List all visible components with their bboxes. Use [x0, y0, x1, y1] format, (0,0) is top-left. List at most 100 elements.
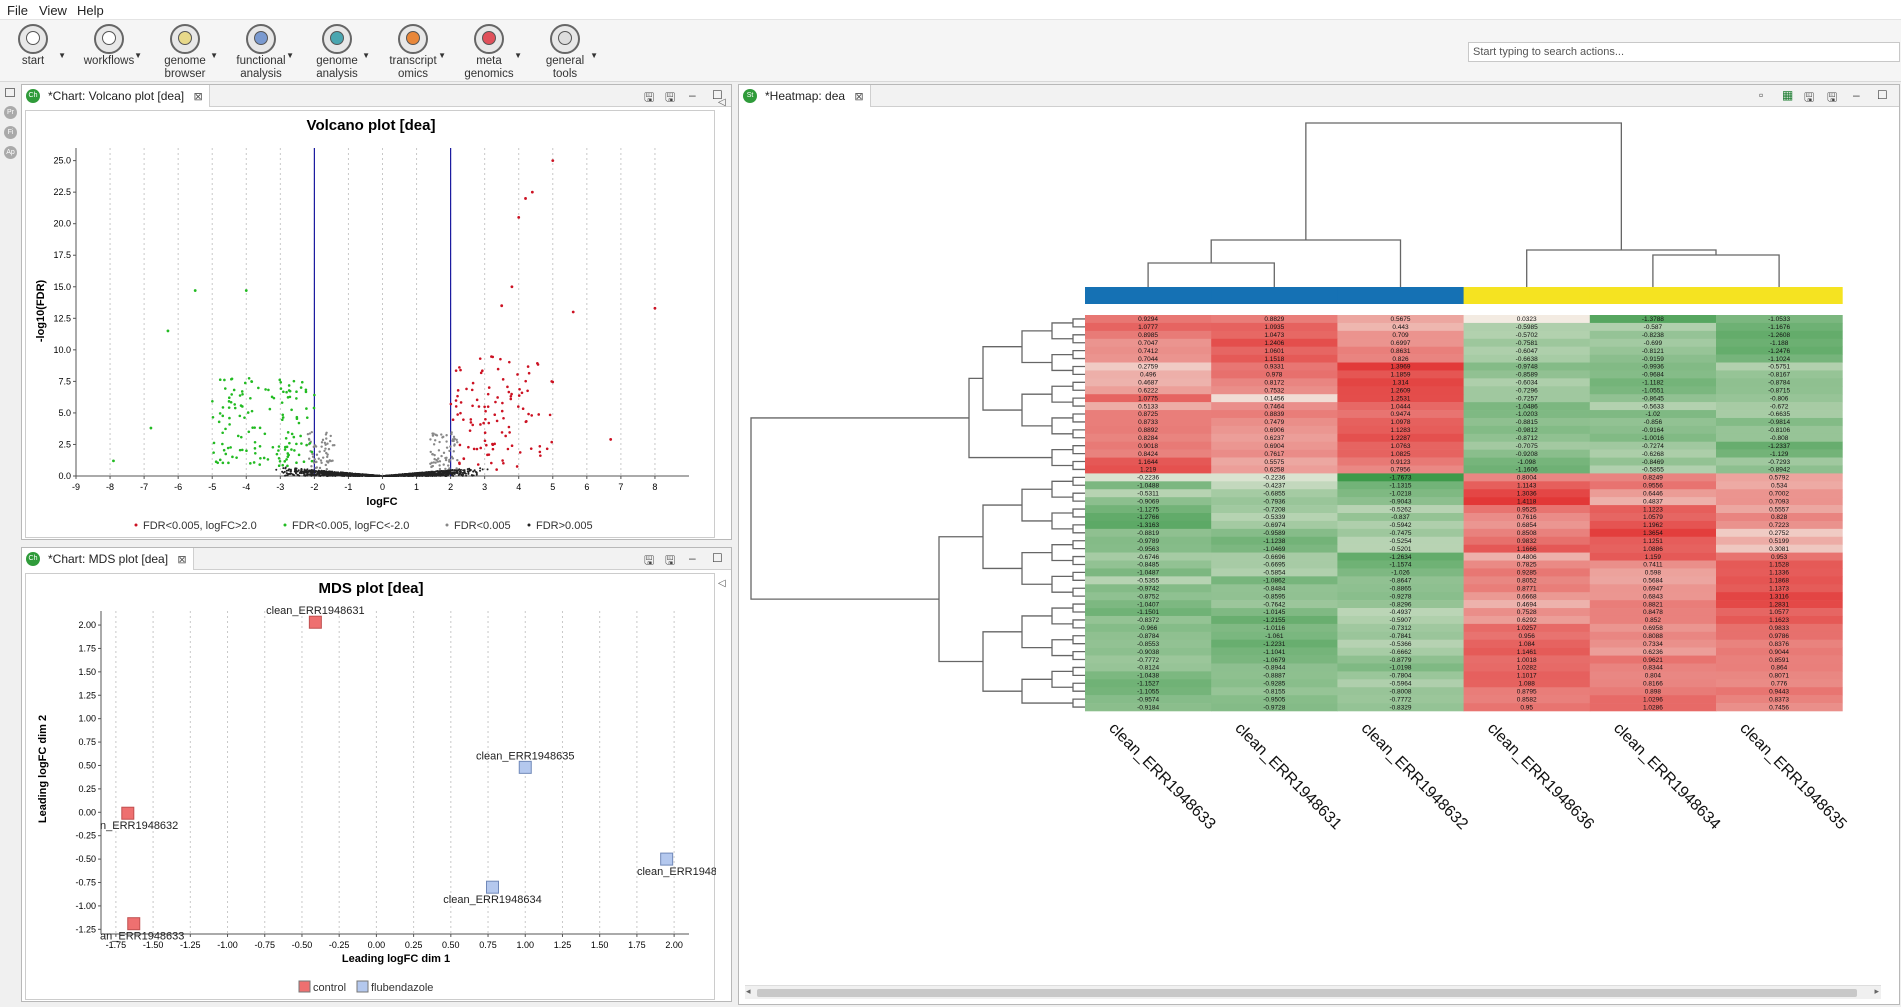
maximize-icon[interactable]: ☐ — [712, 88, 723, 102]
point-fdr-sig — [331, 459, 334, 462]
menu-file[interactable]: File — [7, 3, 28, 18]
save-icon[interactable]: 🖫 — [1804, 90, 1815, 104]
export-icon[interactable]: ▫ — [1759, 88, 1764, 102]
heatmap-cell — [1716, 671, 1843, 680]
close-icon[interactable]: ⊠ — [193, 91, 203, 103]
toolbar-workflows-button[interactable]: workflows ▼ — [76, 24, 142, 69]
collapse-icon[interactable]: ◁ — [718, 97, 726, 108]
tab-mds-plot[interactable]: Ch *Chart: MDS plot [dea] ⊠ — [22, 548, 194, 570]
menu-help[interactable]: Help — [77, 3, 104, 18]
heatmap-cell-value: 1.314 — [1392, 380, 1409, 387]
sidebar-icon-pr[interactable]: Pr — [4, 106, 17, 119]
toolbar-start-button[interactable]: start ▼ — [0, 24, 66, 69]
save-as-icon[interactable]: 🖫 — [665, 553, 676, 567]
y-tick-label: 1.50 — [78, 667, 96, 677]
dropdown-arrow-icon[interactable]: ▼ — [514, 51, 522, 60]
point-fdr-ns — [467, 470, 470, 473]
dendrogram-branch — [1072, 587, 1085, 597]
dropdown-arrow-icon[interactable]: ▼ — [362, 51, 370, 60]
save-as-icon[interactable]: 🖫 — [1827, 90, 1838, 104]
sidebar-icon-ap[interactable]: Ap — [4, 146, 17, 159]
heatmap-cell-value: 0.496 — [1140, 372, 1157, 379]
tab-heatmap-label: *Heatmap: dea — [765, 89, 846, 103]
toolbar-functional-analysis-button[interactable]: functional analysis ▼ — [228, 24, 294, 80]
sidebar-icon-fi[interactable]: Fi — [4, 126, 17, 139]
dendrogram-branch — [1305, 122, 1622, 250]
dropdown-arrow-icon[interactable]: ▼ — [134, 51, 142, 60]
point-fdr-sig — [323, 449, 326, 453]
dropdown-arrow-icon[interactable]: ▼ — [58, 51, 66, 60]
dropdown-arrow-icon[interactable]: ▼ — [210, 51, 218, 60]
toolbar-general-tools-button[interactable]: general tools ▼ — [532, 24, 598, 80]
toolbar-genome-analysis-button[interactable]: genome analysis ▼ — [304, 24, 370, 80]
point-fdr-sig — [437, 449, 441, 452]
tab-volcano-plot[interactable]: Ch *Chart: Volcano plot [dea] ⊠ — [22, 85, 210, 107]
maximize-icon[interactable]: ☐ — [1877, 88, 1888, 102]
save-icon[interactable]: 🖫 — [644, 90, 655, 104]
heatmap-cell — [1337, 378, 1465, 387]
heatmap-cell-value: -0.8645 — [1642, 395, 1664, 402]
heatmap-cell — [1589, 695, 1717, 704]
scrollbar-thumb[interactable] — [757, 989, 1857, 997]
dendrogram-branch — [1051, 639, 1073, 657]
point-up — [491, 442, 494, 446]
minimize-icon[interactable]: – — [689, 551, 696, 565]
heatmap-cell-value: 0.5133 — [1138, 403, 1158, 410]
minimize-sidebar-icon[interactable] — [5, 88, 15, 97]
dendrogram-branch — [1072, 540, 1085, 550]
close-icon[interactable]: ⊠ — [177, 554, 187, 566]
save-icon[interactable]: 🖫 — [644, 553, 655, 567]
point-down — [288, 395, 292, 399]
point-fdr-ns — [411, 474, 414, 477]
dropdown-arrow-icon[interactable]: ▼ — [438, 51, 446, 60]
heatmap-cell — [1463, 346, 1591, 355]
search-actions-input[interactable]: Start typing to search actions... — [1468, 42, 1900, 62]
minimize-icon[interactable]: – — [689, 88, 696, 102]
toolbar-genome-browser-button[interactable]: genome browser ▼ — [152, 24, 218, 80]
toolbar-label: genome — [164, 55, 206, 67]
point-down — [300, 442, 303, 445]
dropdown-arrow-icon[interactable]: ▼ — [590, 51, 598, 60]
dendrogram-branch — [982, 346, 1022, 411]
point-fdr-ns — [426, 474, 429, 477]
point-down — [244, 289, 248, 292]
point-down — [247, 376, 251, 380]
x-tick-label: 0 — [380, 482, 385, 492]
heatmap-cell-value: -0.7841 — [1389, 633, 1411, 640]
point-fdr-ns — [447, 469, 450, 472]
minimize-icon[interactable]: – — [1853, 88, 1860, 102]
heatmap-cell — [1211, 354, 1338, 363]
close-icon[interactable]: ⊠ — [854, 91, 864, 103]
excel-icon[interactable]: ▦ — [1782, 88, 1794, 102]
column-group-bar — [1589, 287, 1717, 304]
dropdown-arrow-icon[interactable]: ▼ — [286, 51, 294, 60]
heatmap-cell — [1337, 647, 1465, 656]
point-up — [496, 396, 499, 399]
heatmap-cell-value: 1.0282 — [1517, 665, 1537, 672]
point-up — [479, 446, 483, 450]
maximize-icon[interactable]: ☐ — [712, 551, 723, 565]
scroll-left-icon[interactable]: ◂ — [746, 986, 751, 996]
tab-heatmap[interactable]: St *Heatmap: dea ⊠ — [739, 85, 871, 107]
heatmap-cell — [1337, 631, 1465, 641]
y-tick-label: 1.00 — [78, 714, 96, 724]
collapse-icon[interactable]: ◁ — [718, 578, 726, 589]
heatmap-cell — [1337, 425, 1465, 435]
heatmap-cell — [1589, 441, 1717, 450]
point-fdr-ns — [314, 471, 317, 474]
heatmap-cell-value: 0.8821 — [1643, 601, 1663, 608]
point-up — [484, 417, 487, 421]
toolbar-transcriptomics-button[interactable]: transcript omics ▼ — [380, 24, 446, 80]
menu-view[interactable]: View — [39, 3, 67, 18]
point-fdr-ns — [419, 472, 422, 475]
heatmap-cell — [1716, 544, 1843, 553]
point-fdr-ns — [394, 474, 397, 477]
heatmap-cell — [1463, 338, 1591, 347]
scroll-right-icon[interactable]: ▸ — [1874, 986, 1879, 996]
x-tick-label: -1.00 — [217, 940, 238, 950]
save-as-icon[interactable]: 🖫 — [665, 90, 676, 104]
heatmap-cell-value: -0.8121 — [1642, 348, 1664, 355]
heatmap-horizontal-scrollbar[interactable]: ◂ ▸ — [745, 985, 1881, 999]
toolbar-metagenomics-button[interactable]: meta genomics ▼ — [456, 24, 522, 80]
point-down — [243, 416, 246, 419]
